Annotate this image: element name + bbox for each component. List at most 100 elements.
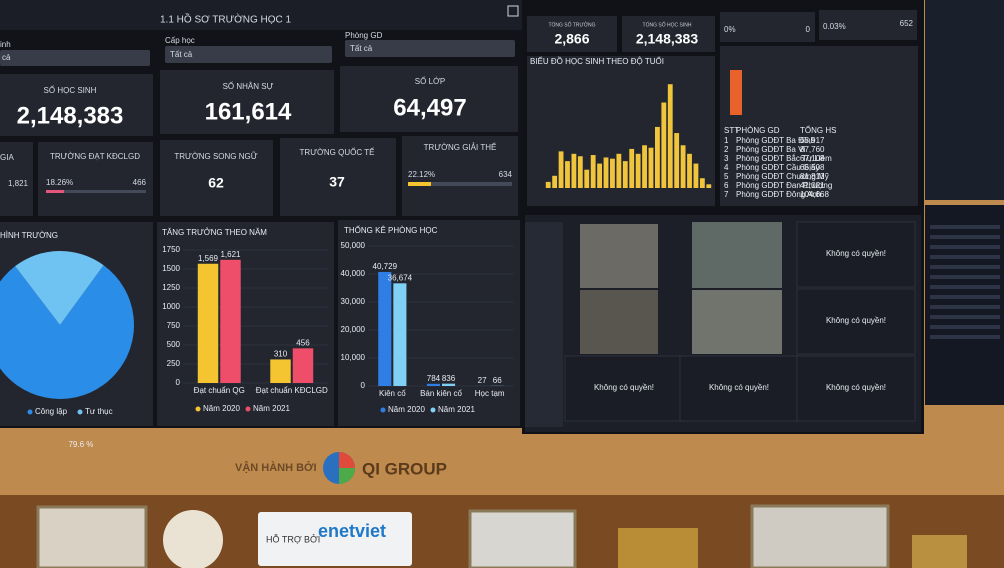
mini-chart <box>730 70 742 115</box>
filter-value: Tất cả <box>350 44 373 53</box>
bar-value-label: 456 <box>296 338 310 347</box>
filter-label: Cấp học <box>165 36 195 45</box>
table-cell: Phòng GDĐT Đông Anh <box>736 190 821 199</box>
supported-by: HỖ TRỢ BỞI <box>266 533 320 544</box>
filter-label: Phòng GD <box>345 31 383 40</box>
plaque <box>912 535 967 568</box>
kpi-label: TỔNG SỐ HỌC SINH <box>643 21 692 28</box>
camera-cell <box>564 355 684 422</box>
progress-card <box>38 142 153 216</box>
bar-value-label: 1,569 <box>198 254 219 263</box>
y-tick-label: 0 <box>361 381 366 390</box>
table-cell: 41,021 <box>800 181 825 190</box>
supporter-name: enetviet <box>318 521 386 541</box>
y-tick-label: 40,000 <box>341 269 366 278</box>
table-cell: Phòng GDĐT Chương Mỹ <box>736 172 829 181</box>
kpi-value: 2,148,383 <box>636 31 698 47</box>
chart-title: BIỂU ĐỒ HỌC SINH THEO ĐỘ TUỔI <box>530 56 664 66</box>
chart-title: HÌNH TRƯỜNG <box>0 231 58 240</box>
enetviet-sign <box>258 512 412 566</box>
legend-swatch <box>380 407 386 413</box>
bar <box>571 153 577 188</box>
y-tick-label: 250 <box>167 359 181 368</box>
bar <box>197 263 219 383</box>
camera-cell <box>796 355 916 422</box>
camera-feed <box>692 222 782 288</box>
pie-slice <box>15 250 104 325</box>
table-cell: Phòng GDĐT Bắc Từ Liêm <box>736 154 832 163</box>
table-header: PHÒNG GD <box>736 126 780 135</box>
kpi-card <box>160 70 334 134</box>
table-cell: 104,668 <box>800 190 829 199</box>
bar <box>642 145 647 188</box>
filter-select[interactable] <box>345 40 515 57</box>
bar <box>442 383 456 386</box>
kpi-value: 1,821 <box>8 179 29 188</box>
bar <box>426 383 440 386</box>
filter-select[interactable] <box>165 46 332 63</box>
filter-label: inh <box>0 40 11 49</box>
progress-fill <box>408 182 431 186</box>
bar-value-label: 784 <box>427 374 441 383</box>
no-permission: Không có quyền! <box>826 316 886 325</box>
kpi-label: TỔNG SỐ TRƯỜNG <box>548 21 595 28</box>
plaque <box>618 528 698 568</box>
y-tick-label: 500 <box>167 340 181 349</box>
y-tick-label: 10,000 <box>341 353 366 362</box>
camera-cell <box>679 355 799 422</box>
table-panel <box>720 46 918 206</box>
y-tick-label: 1000 <box>162 302 180 311</box>
progress-count: 634 <box>499 170 513 179</box>
kpi-label: SỐ HỌC SINH <box>44 85 97 95</box>
camera-feed <box>580 290 658 354</box>
table-cell: Phòng GDĐT Đan Phượng <box>736 181 832 190</box>
bar <box>552 175 558 188</box>
kpi-value: 2,866 <box>554 31 589 47</box>
side-screen-top <box>925 0 1004 200</box>
table-cell: Phòng GDĐT Ba Đình <box>736 136 815 145</box>
plaque <box>163 510 223 568</box>
bar <box>616 153 622 188</box>
photo-frame <box>36 505 148 568</box>
no-permission: Không có quyền! <box>826 383 886 392</box>
chart-title: THỐNG KÊ PHÒNG HỌC <box>344 225 438 235</box>
small-value: 652 <box>900 19 914 28</box>
chart-title: TĂNG TRƯỞNG THEO NĂM <box>162 228 267 237</box>
kpi-value: 2,148,383 <box>17 102 124 129</box>
photo-frame <box>468 509 577 568</box>
kpi-card <box>280 138 396 216</box>
progress-percent: 18.26% <box>46 178 73 187</box>
y-tick-label: 1750 <box>162 245 180 254</box>
home-icon[interactable] <box>507 5 519 17</box>
table-cell: 87,760 <box>800 145 825 154</box>
legend-swatch <box>245 406 251 412</box>
no-permission: Không có quyền! <box>709 383 769 392</box>
bar-value-label: 66 <box>493 376 502 385</box>
small-value: 0.03% <box>823 22 846 31</box>
bar <box>693 163 699 188</box>
table-cell: 4 <box>724 163 729 172</box>
filter-value: cả <box>2 53 11 62</box>
x-tick-label: Đạt chuẩn QG <box>194 386 245 395</box>
side-list <box>930 225 1000 339</box>
x-tick-label: Bán kiên cố <box>420 389 462 398</box>
progress-count: 466 <box>133 178 147 187</box>
bar-value-label: 40,729 <box>373 262 398 271</box>
bar <box>674 133 680 188</box>
bar <box>590 155 596 188</box>
bar <box>629 148 635 188</box>
filter-select[interactable] <box>0 50 150 66</box>
chart-panel <box>157 222 334 426</box>
table-cell: 3 <box>724 154 729 163</box>
no-permission: Không có quyền! <box>826 249 886 258</box>
bar <box>603 157 609 188</box>
kpi-value: 64,497 <box>393 94 466 121</box>
bar <box>292 348 314 383</box>
legend-swatch <box>77 409 83 415</box>
camera-feed <box>692 290 782 354</box>
table-cell: Phòng GDĐT Cầu Giấy <box>736 163 819 172</box>
y-tick-label: 30,000 <box>341 297 366 306</box>
progress-label: TRƯỜNG GIẢI THỂ <box>424 143 497 152</box>
